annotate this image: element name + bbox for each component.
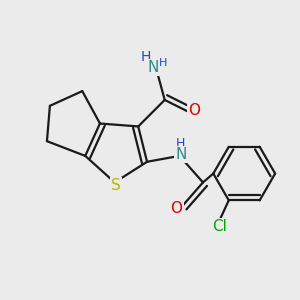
Text: N: N — [175, 147, 187, 162]
Text: S: S — [111, 178, 121, 193]
Text: H: H — [159, 58, 167, 68]
Text: Cl: Cl — [212, 219, 227, 234]
Text: O: O — [170, 201, 182, 216]
Text: O: O — [188, 103, 200, 118]
Text: N: N — [147, 60, 159, 75]
Text: H: H — [176, 137, 186, 150]
Text: H: H — [140, 50, 151, 64]
